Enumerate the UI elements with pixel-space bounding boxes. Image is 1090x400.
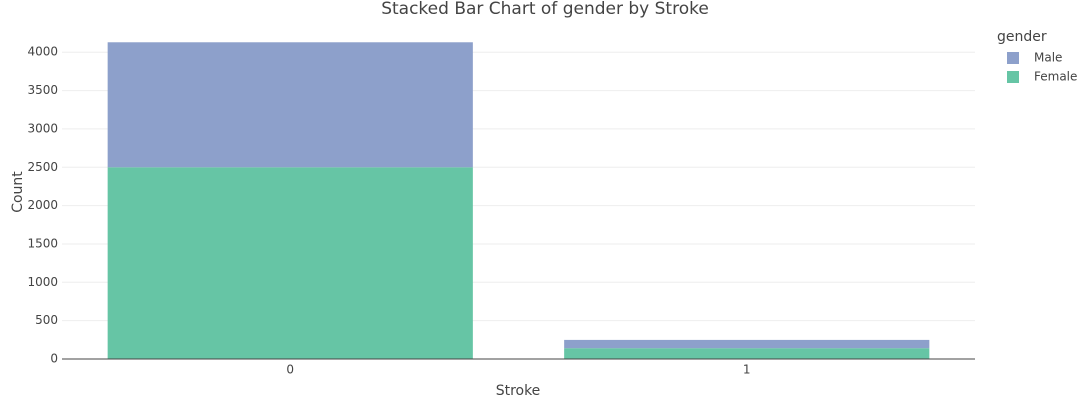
y-tick-label: 500: [35, 313, 58, 327]
legend-swatch[interactable]: [1007, 52, 1019, 64]
y-tick-label: 0: [50, 352, 58, 366]
legend-label[interactable]: Male: [1034, 51, 1062, 65]
y-tick-label: 2000: [27, 198, 58, 212]
y-tick-label: 3500: [27, 83, 58, 97]
bar-segment: [564, 339, 930, 349]
bar-segment: [107, 167, 473, 359]
chart-title: Stacked Bar Chart of gender by Stroke: [381, 0, 709, 19]
x-axis-label: Stroke: [496, 383, 541, 399]
legend-title: gender: [997, 29, 1047, 45]
bar-segment: [564, 348, 930, 359]
y-tick-label: 3000: [27, 121, 58, 135]
y-tick-label: 4000: [27, 45, 58, 59]
legend-swatch[interactable]: [1007, 71, 1019, 83]
x-tick-label: 1: [743, 363, 751, 377]
legend-label[interactable]: Female: [1034, 70, 1077, 84]
y-tick-label: 1500: [27, 236, 58, 250]
y-tick-label: 1000: [27, 275, 58, 289]
y-tick-label: 2500: [27, 160, 58, 174]
y-axis-label: Count: [10, 171, 26, 213]
bar-segment: [107, 42, 473, 168]
x-tick-label: 0: [286, 363, 294, 377]
